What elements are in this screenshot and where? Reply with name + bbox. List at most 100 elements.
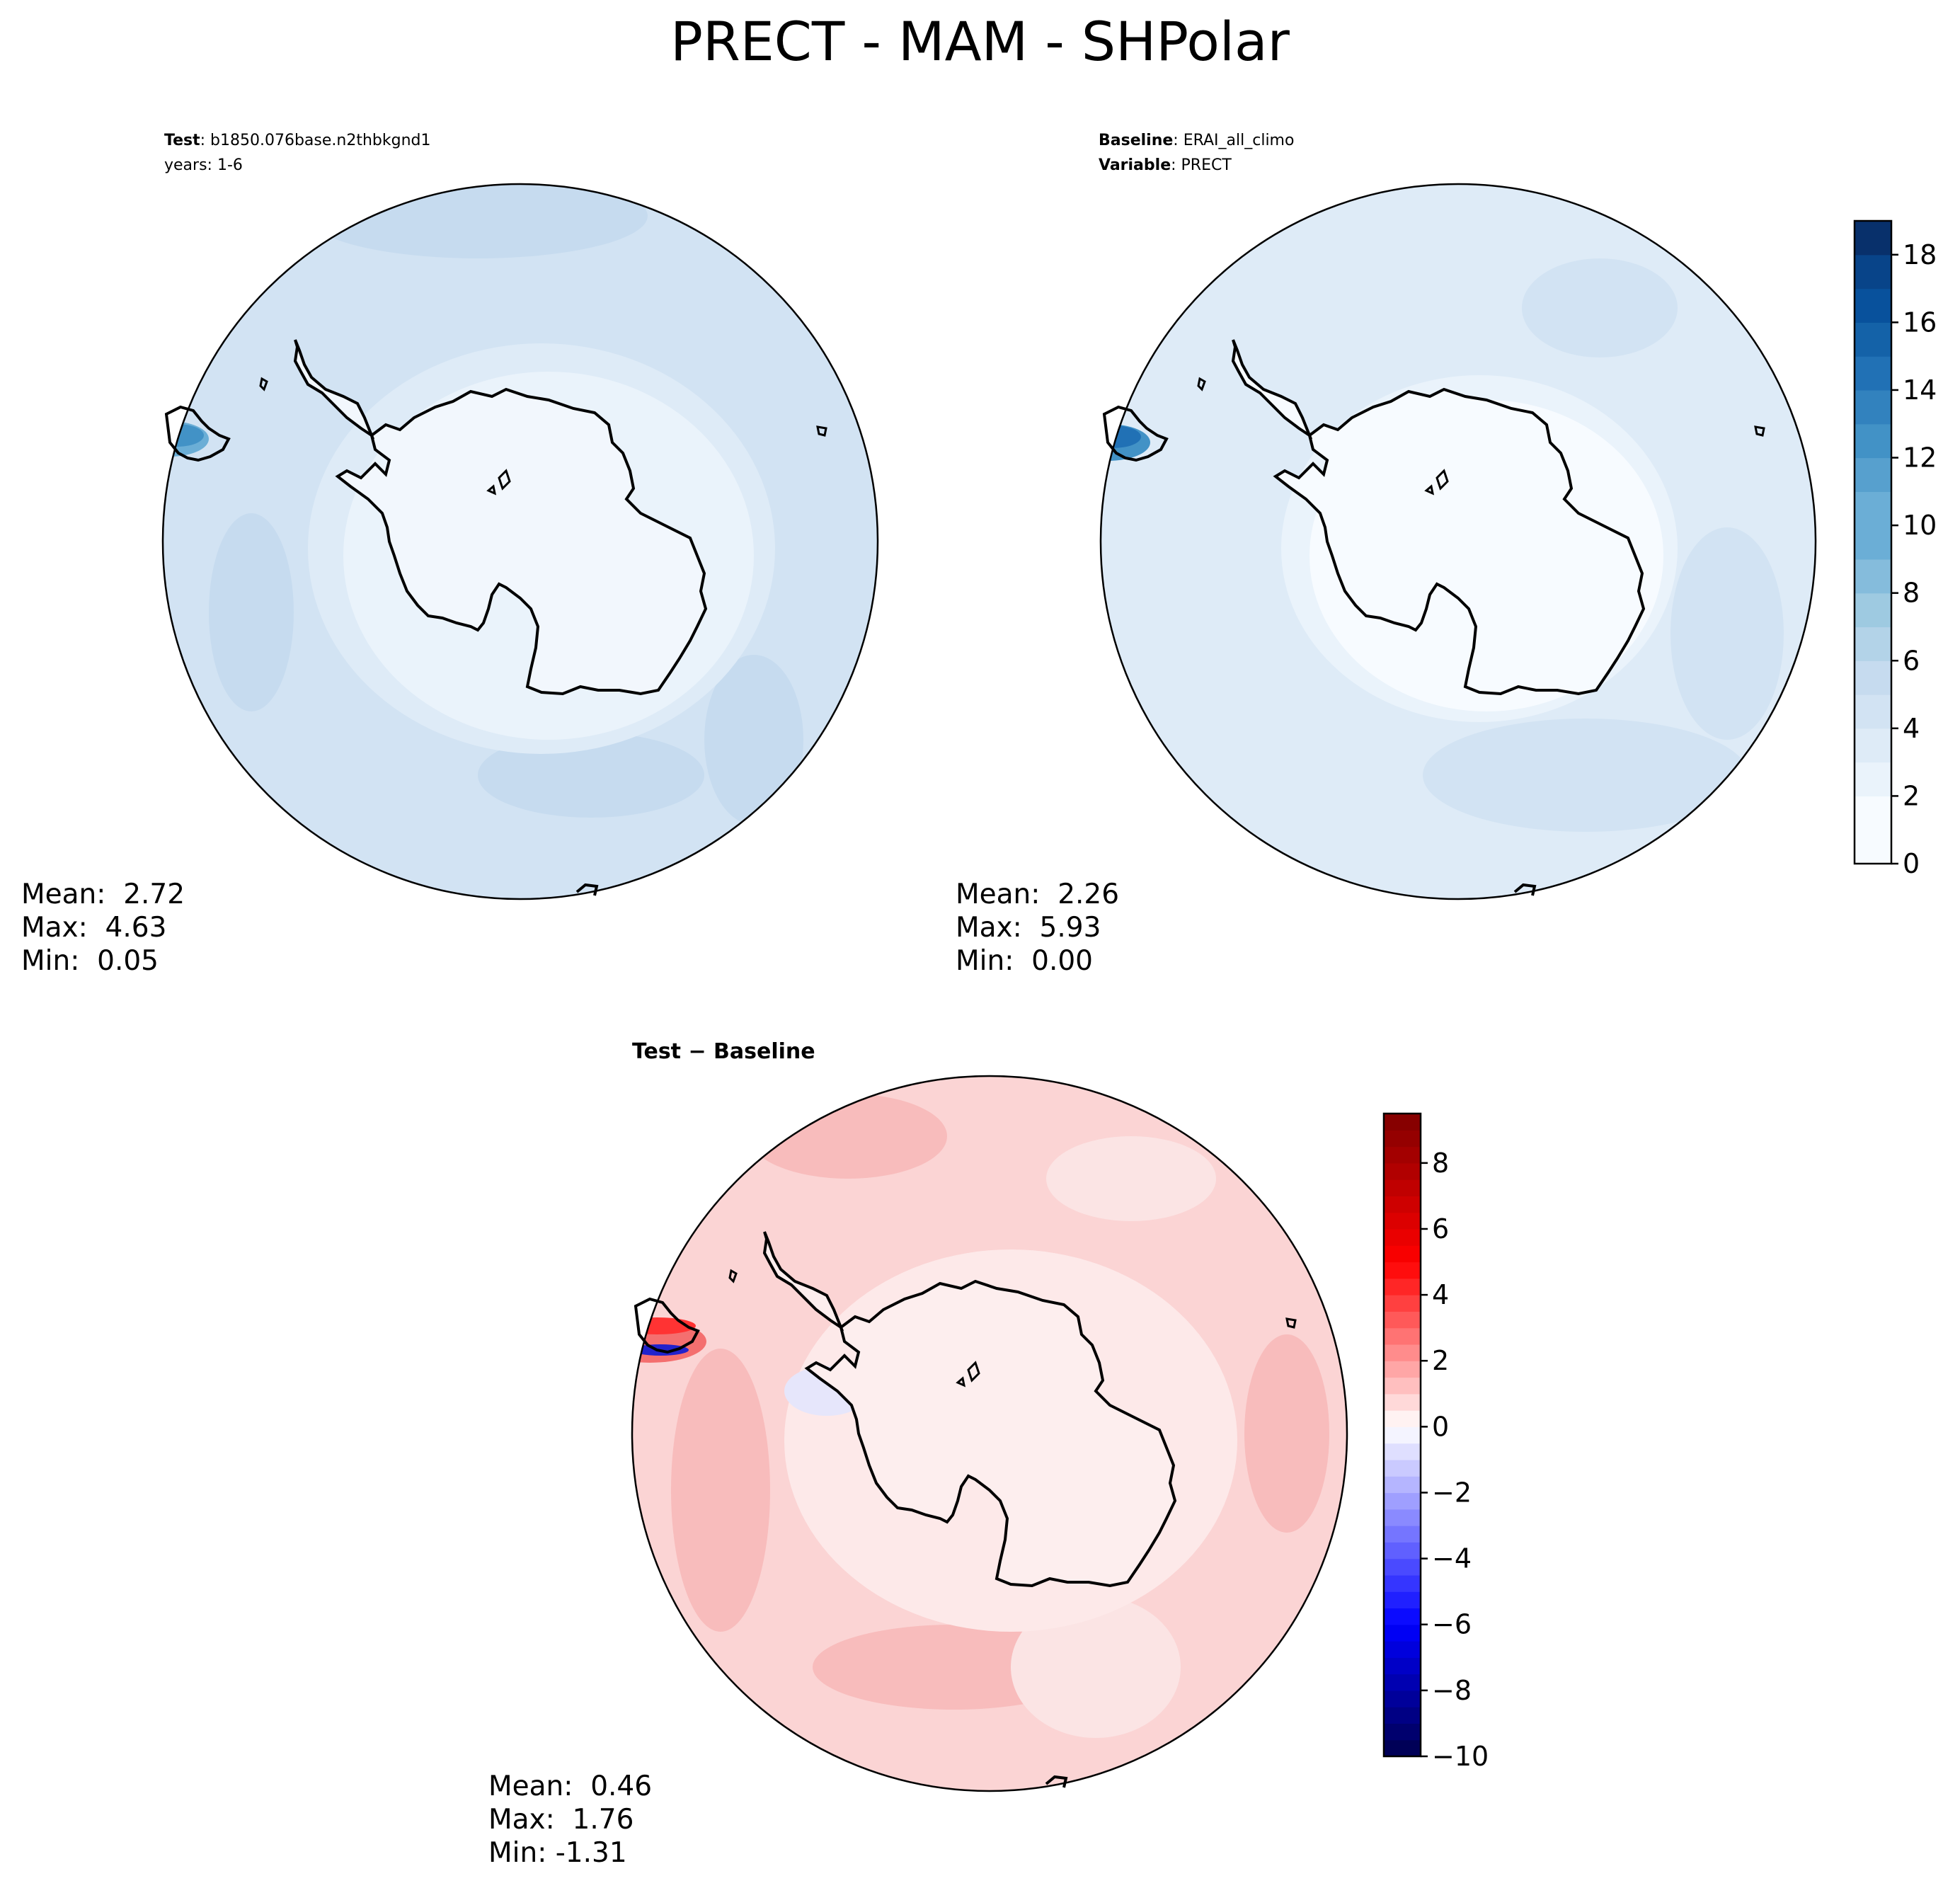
colorbar-tick-label: 16 <box>1903 307 1937 338</box>
colorbar-swatch <box>1855 694 1891 729</box>
test-mean: Mean: 2.72 <box>21 879 185 910</box>
colorbar-swatch <box>1384 1377 1421 1395</box>
colorbar-swatch <box>1384 1574 1421 1592</box>
colorbar-swatch <box>1384 1361 1421 1378</box>
colorbar-swatch <box>1384 1295 1421 1312</box>
diff-mean: Mean: 0.46 <box>488 1770 653 1802</box>
colorbar-swatch <box>1855 762 1891 797</box>
test-stats: Mean: 2.72 Max: 4.63 Min: 0.05 <box>21 878 185 978</box>
colorbar-frame <box>1382 1112 1422 1758</box>
figure-title: PRECT - MAM - SHPolar <box>670 10 1290 73</box>
colorbar-swatch <box>1855 457 1891 492</box>
test-label-value: : b1850.076base.n2thbkgnd1 <box>200 132 431 149</box>
colorbar-tick-label: 4 <box>1903 713 1920 744</box>
colorbar-swatch <box>1384 1739 1421 1757</box>
colorbar-swatch <box>1855 593 1891 628</box>
colorbar-swatch <box>1855 254 1891 290</box>
baseline-map <box>1099 183 1817 900</box>
colorbar-swatch <box>1384 1130 1421 1148</box>
colorbar-swatch <box>1384 1393 1421 1411</box>
colorbar-swatch <box>1855 356 1891 391</box>
colorbar-tick-label: 4 <box>1432 1279 1449 1310</box>
colorbar-main: 0 2 4 6 8 10 12 14 16 18 <box>1853 219 1937 879</box>
colorbar-swatch <box>1855 796 1891 830</box>
diff-max: Max: 1.76 <box>488 1804 634 1836</box>
colorbar-swatch <box>1384 1526 1421 1543</box>
colorbar-swatch <box>1384 1608 1421 1625</box>
colorbar-swatch <box>1384 1558 1421 1576</box>
baseline-label-key: Baseline <box>1099 132 1174 149</box>
test-map <box>161 183 879 900</box>
colorbar-tick-label: 6 <box>1903 645 1920 676</box>
colorbar-tick-label: −2 <box>1432 1477 1472 1508</box>
colorbar-swatch <box>1855 423 1891 459</box>
colorbar-swatch <box>1855 660 1891 695</box>
baseline-mean: Mean: 2.26 <box>956 879 1120 910</box>
colorbar-swatch <box>1384 1212 1421 1230</box>
colorbar-swatch <box>1384 1245 1421 1263</box>
colorbar-swatch <box>1384 1707 1421 1724</box>
colorbar-tick-label: 10 <box>1903 510 1937 541</box>
colorbar-swatch <box>1384 1459 1421 1477</box>
colorbar-diff: −10 −8 −6 −4 −2 0 2 4 6 8 <box>1382 1112 1489 1772</box>
colorbar-tick-label: 14 <box>1903 374 1937 406</box>
colorbar-swatch <box>1384 1228 1421 1246</box>
colorbar-swatch <box>1384 1196 1421 1213</box>
colorbar-swatch <box>1384 1410 1421 1427</box>
colorbar-tick-label: −10 <box>1432 1741 1489 1772</box>
colorbar-swatch <box>1384 1509 1421 1526</box>
baseline-max: Max: 5.93 <box>956 912 1101 944</box>
colorbar-swatch <box>1855 491 1891 526</box>
colorbar-swatch <box>1855 221 1891 256</box>
diff-map <box>631 1075 1348 1792</box>
colorbar-swatch <box>1384 1674 1421 1691</box>
colorbar-swatch <box>1384 1146 1421 1164</box>
colorbar-swatch <box>1384 1641 1421 1658</box>
colorbar-swatch <box>1855 559 1891 594</box>
colorbar-tick-label: 18 <box>1903 239 1937 270</box>
colorbar-tick-label: 0 <box>1432 1411 1449 1442</box>
colorbar-swatch <box>1384 1114 1421 1131</box>
test-label: Test: b1850.076base.n2thbkgnd1 years: 1-… <box>164 128 431 178</box>
colorbar-swatch <box>1384 1690 1421 1707</box>
colorbar-swatch <box>1384 1261 1421 1279</box>
colorbar-tick-label: 8 <box>1432 1148 1449 1179</box>
colorbar-tick-label: 0 <box>1903 848 1920 879</box>
variable-label-value: : PRECT <box>1171 156 1232 174</box>
colorbar-tick-label: 12 <box>1903 442 1937 474</box>
test-min: Min: 0.05 <box>21 945 159 977</box>
baseline-min: Min: 0.00 <box>956 945 1093 977</box>
colorbar-frame <box>1853 219 1893 865</box>
colorbar-swatch <box>1855 389 1891 425</box>
colorbar-tick-label: −4 <box>1432 1543 1472 1574</box>
colorbar-swatch <box>1855 627 1891 661</box>
colorbar-swatch <box>1384 1426 1421 1444</box>
colorbar-swatch <box>1384 1311 1421 1329</box>
colorbar-swatch <box>1384 1657 1421 1675</box>
colorbar-swatch <box>1855 525 1891 560</box>
colorbar-swatch <box>1384 1723 1421 1741</box>
colorbar-swatch <box>1384 1162 1421 1180</box>
colorbar-swatch <box>1384 1344 1421 1361</box>
baseline-label: Baseline: ERAI_all_climo Variable: PRECT <box>1099 128 1294 178</box>
colorbar-swatch <box>1384 1591 1421 1609</box>
colorbar-tick-label: −6 <box>1432 1609 1472 1640</box>
colorbar-tick-label: −8 <box>1432 1675 1472 1706</box>
colorbar-swatch <box>1855 322 1891 357</box>
colorbar-swatch <box>1855 728 1891 763</box>
diff-stats: Mean: 0.46 Max: 1.76 Min: -1.31 <box>488 1770 652 1870</box>
colorbar-tick-label: 2 <box>1903 780 1920 811</box>
colorbar-swatch <box>1384 1492 1421 1510</box>
colorbar-swatch <box>1384 1624 1421 1642</box>
test-years: years: 1-6 <box>164 156 243 174</box>
baseline-stats: Mean: 2.26 Max: 5.93 Min: 0.00 <box>956 878 1119 978</box>
colorbar-swatch <box>1855 288 1891 323</box>
variable-label-key: Variable <box>1099 156 1171 174</box>
colorbar-swatch <box>1384 1179 1421 1197</box>
colorbar-tick-label: 2 <box>1432 1345 1449 1376</box>
colorbar-swatch <box>1855 830 1891 864</box>
colorbar-swatch <box>1384 1278 1421 1295</box>
baseline-label-value: : ERAI_all_climo <box>1173 132 1295 149</box>
test-max: Max: 4.63 <box>21 912 167 944</box>
